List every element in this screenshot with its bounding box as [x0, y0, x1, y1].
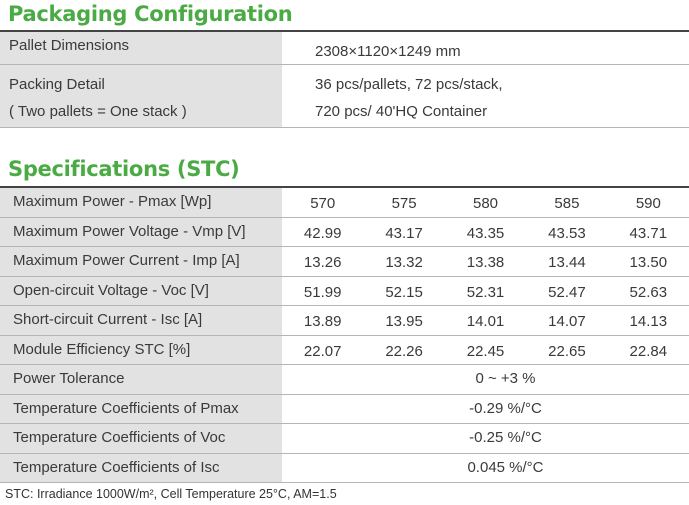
table-cell: 22.07: [303, 342, 342, 360]
table-row: Short-circuit Current - Isc [A] 13.89 13.9…: [0, 306, 689, 336]
table-cell: 13.26: [303, 254, 342, 271]
spec-row-values: 42.99 43.17 43.35 43.53 43.71: [282, 218, 689, 247]
spec-row-values: 22.07 22.26 22.45 22.65 22.84: [282, 336, 689, 365]
table-cell: 580: [473, 195, 499, 212]
table-cell: 43.53: [548, 224, 586, 242]
table-cell: 42.99: [303, 224, 342, 242]
table-cell: 590: [635, 195, 661, 212]
table-cell: 13.32: [385, 254, 423, 271]
table-row: Temperature Coefficients of Pmax -0.29 %/…: [0, 394, 689, 424]
specifications-title: Specifications (STC): [8, 157, 240, 181]
table-row: Module Efficiency STC [%] 22.07 22.26 22.45…: [0, 335, 689, 365]
table-cell: 14.13: [629, 313, 668, 330]
table-row: Maximum Power - Pmax [Wp] 570 575 580 585 590: [0, 188, 689, 218]
table-row: Pallet Dimensions 2308×1120×1249 mm: [0, 32, 689, 65]
table-row: Temperature Coefficients of Voc -0.25 %/°…: [0, 424, 689, 454]
table-cell: 575: [391, 195, 417, 212]
packing-detail-value-line: 720 pcs/ 40'HQ Container: [315, 103, 488, 120]
packing-detail-label-line: Packing Detail: [9, 76, 105, 93]
table-row: Power Tolerance 0 ~ +3 %: [0, 365, 689, 395]
table-cell: 52.31: [466, 283, 505, 301]
table-cell: 13.38: [466, 254, 505, 271]
pallet-dimensions-label: Pallet Dimensions: [0, 32, 282, 64]
specifications-table: Maximum Power - Pmax [Wp] 570 575 580 585 590…: [0, 186, 689, 483]
spec-row-label: Temperature Coefficients of Voc: [0, 424, 282, 453]
spec-row-label: Power Tolerance: [0, 365, 282, 394]
spec-row-values: 0 ~ +3 %: [282, 365, 689, 394]
table-row: Maximum Power Current - Imp [A] 13.26 13.3…: [0, 247, 689, 277]
spec-row-label: Temperature Coefficients of Pmax: [0, 394, 282, 423]
table-cell: 13.95: [385, 313, 423, 330]
table-cell: 52.47: [548, 283, 586, 301]
spec-row-label: Maximum Power Voltage - Vmp [V]: [0, 217, 282, 246]
table-cell-merged: 0.045 %/°C: [467, 458, 544, 476]
packing-detail-value: 36 pcs/pallets, 72 pcs/stack, 720 pcs/ 4…: [282, 65, 689, 127]
table-cell: 22.84: [629, 342, 668, 360]
packing-detail-label: Packing Detail ( Two pallets = One stack…: [0, 65, 282, 127]
table-cell: 52.63: [629, 283, 668, 301]
packaging-table: Pallet Dimensions 2308×1120×1249 mm Pack…: [0, 30, 689, 128]
spec-row-values: 13.89 13.95 14.01 14.07 14.13: [282, 306, 689, 335]
table-cell: 585: [554, 195, 580, 212]
table-row: Temperature Coefficients of Isc 0.045 %/°…: [0, 453, 689, 483]
table-row: Maximum Power Voltage - Vmp [V] 42.99 43.1…: [0, 217, 689, 247]
table-cell-merged: -0.29 %/°C: [469, 399, 542, 417]
table-cell-merged: 0 ~ +3 %: [475, 370, 536, 387]
spec-row-values: 570 575 580 585 590: [282, 188, 689, 217]
spec-row-values: 13.26 13.32 13.38 13.44 13.50: [282, 247, 689, 276]
packing-detail-value-line: 36 pcs/pallets, 72 pcs/stack,: [315, 76, 503, 93]
spec-row-label: Maximum Power - Pmax [Wp]: [0, 188, 282, 217]
spec-row-values: -0.29 %/°C: [282, 395, 689, 424]
table-cell: 14.07: [548, 313, 586, 330]
table-cell: 52.15: [385, 283, 423, 301]
spec-row-label: Module Efficiency STC [%]: [0, 335, 282, 364]
packaging-configuration-title: Packaging Configuration: [8, 2, 293, 26]
spec-row-label: Temperature Coefficients of Isc: [0, 453, 282, 482]
spec-row-label: Maximum Power Current - Imp [A]: [0, 247, 282, 276]
packing-detail-label-line: ( Two pallets = One stack ): [9, 103, 187, 120]
table-row: Packing Detail ( Two pallets = One stack…: [0, 65, 689, 128]
table-cell: 22.26: [385, 342, 423, 360]
spec-row-label: Open-circuit Voltage - Voc [V]: [0, 276, 282, 305]
table-cell: 51.99: [303, 283, 342, 301]
spec-row-values: 51.99 52.15 52.31 52.47 52.63: [282, 277, 689, 306]
table-cell: 43.17: [385, 224, 423, 242]
table-cell: 22.45: [466, 342, 505, 360]
pallet-dimensions-value: 2308×1120×1249 mm: [315, 43, 461, 60]
spec-row-label: Short-circuit Current - Isc [A]: [0, 306, 282, 335]
table-cell: 14.01: [466, 313, 505, 330]
table-cell-merged: -0.25 %/°C: [469, 429, 542, 446]
table-row: Open-circuit Voltage - Voc [V] 51.99 52.15…: [0, 276, 689, 306]
table-cell: 570: [310, 195, 336, 212]
spec-row-values: -0.25 %/°C: [282, 424, 689, 453]
stc-footnote: STC: Irradiance 1000W/m², Cell Temperatu…: [5, 487, 337, 501]
spec-row-values: 0.045 %/°C: [282, 454, 689, 483]
table-cell: 13.44: [548, 254, 586, 271]
table-cell: 22.65: [548, 342, 586, 360]
table-cell: 43.35: [466, 224, 505, 242]
table-cell: 13.50: [629, 254, 668, 271]
table-cell: 43.71: [629, 224, 668, 242]
table-cell: 13.89: [303, 313, 342, 330]
